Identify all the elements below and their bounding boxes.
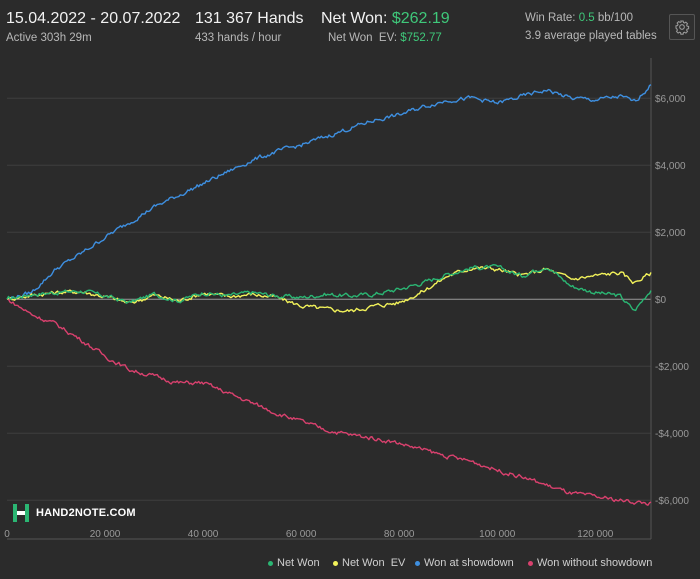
legend-label: Net Won EV <box>342 557 406 569</box>
hand2note-logo: HAND2NOTE.COM <box>12 503 136 523</box>
x-tick-label: 60 000 <box>286 529 317 540</box>
win-rate: Win Rate: 0.5 bb/100 <box>525 12 633 24</box>
net-won-ev-value: $752.77 <box>400 32 442 44</box>
average-tables: 3.9 average played tables <box>525 30 657 42</box>
legend-label: Won without showdown <box>537 557 653 569</box>
settings-button[interactable] <box>669 14 695 40</box>
series-line-net-won <box>6 263 652 312</box>
y-tick-label: $2,000 <box>655 228 686 239</box>
profit-chart: $6,000 $4,000 $2,000 $0 -$2,000 -$4,000 -$6,00… <box>4 58 689 540</box>
net-won: Net Won: $262.19 <box>321 10 450 28</box>
y-tick-label: -$2,000 <box>655 362 689 373</box>
h-logo-icon <box>13 504 29 522</box>
y-tick-label: $0 <box>655 295 667 306</box>
hands-count: 131 367 Hands <box>195 10 304 27</box>
win-rate-unit: bb/100 <box>597 12 634 24</box>
series-line-net-won-ev <box>6 266 652 313</box>
legend-label: Net Won <box>277 557 320 569</box>
date-range: 15.04.2022 - 20.07.2022 <box>6 10 181 27</box>
x-tick-label: 80 000 <box>384 529 415 540</box>
net-won-label: Net Won: <box>321 10 388 27</box>
legend-marker <box>415 560 420 566</box>
x-tick-label: 120 000 <box>577 529 614 540</box>
gear-icon <box>675 20 690 35</box>
y-tick-label: $4,000 <box>655 161 686 172</box>
series-line-won-without-showdown <box>6 298 652 506</box>
y-tick-label: -$6,000 <box>655 496 689 507</box>
legend-marker <box>528 560 533 566</box>
chart-legend: Net Won Net Won EV Won at showdown Won w… <box>0 557 700 571</box>
net-won-ev-label: Net Won EV: <box>328 32 398 44</box>
legend-item-net-won[interactable]: Net Won <box>268 557 320 569</box>
net-won-value: $262.19 <box>391 10 450 27</box>
y-tick-label: $6,000 <box>655 94 686 105</box>
series-line-won-at-showdown <box>6 84 652 300</box>
legend-marker <box>268 560 273 566</box>
x-tick-label: 40 000 <box>188 529 219 540</box>
legend-item-won-without-showdown[interactable]: Won without showdown <box>528 557 652 569</box>
win-rate-label: Win Rate: <box>525 12 576 24</box>
x-tick-label: 20 000 <box>90 529 121 540</box>
logo-text: HAND2NOTE.COM <box>36 507 136 519</box>
stats-header: 15.04.2022 - 20.07.2022 Active 303h 29m … <box>0 0 700 52</box>
net-won-ev: Net Won EV: $752.77 <box>328 32 442 44</box>
legend-marker <box>333 560 338 566</box>
active-time: Active 303h 29m <box>6 32 92 44</box>
hands-per-hour: 433 hands / hour <box>195 32 282 44</box>
x-tick-label: 100 000 <box>479 529 516 540</box>
legend-item-net-won-ev[interactable]: Net Won EV <box>333 557 405 569</box>
y-tick-label: -$4,000 <box>655 429 689 440</box>
legend-item-won-at-showdown[interactable]: Won at showdown <box>415 557 514 569</box>
win-rate-value: 0.5 <box>578 12 595 24</box>
x-tick-label: 0 <box>4 529 10 540</box>
legend-label: Won at showdown <box>424 557 514 569</box>
